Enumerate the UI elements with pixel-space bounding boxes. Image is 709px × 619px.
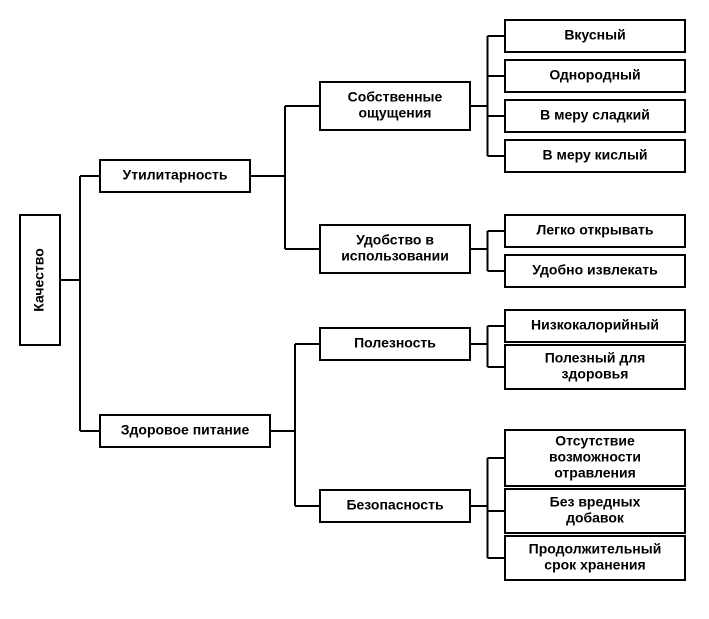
node-label: добавок: [566, 510, 625, 526]
node-label: В меру кислый: [542, 147, 647, 163]
node-label: Полезный для: [545, 350, 646, 366]
node-label: Вкусный: [564, 27, 625, 43]
node-label: Продолжительный: [529, 541, 662, 557]
node-label: Однородный: [549, 67, 640, 83]
node-n_safety: Безопасность: [320, 490, 470, 522]
node-label: Здоровое питание: [121, 422, 250, 438]
node-root: Качество: [20, 215, 60, 345]
node-l_open: Легко открывать: [505, 215, 685, 247]
node-l_additive: Без вредныхдобавок: [505, 489, 685, 533]
node-n_feel: Собственныеощущения: [320, 82, 470, 130]
node-label: Низкокалорийный: [531, 317, 659, 333]
node-n_usab: Удобство виспользовании: [320, 225, 470, 273]
nodes-layer: Качество Утилитарность Здоровое питание Соб…: [20, 20, 685, 580]
node-label: Легко открывать: [537, 222, 654, 238]
node-label: Утилитарность: [123, 167, 228, 183]
node-label: Полезность: [354, 335, 436, 351]
node-label: здоровья: [562, 366, 629, 382]
node-l_homog: Однородный: [505, 60, 685, 92]
node-label: Собственные: [348, 89, 443, 105]
node-label: Без вредных: [550, 494, 641, 510]
node-label: Безопасность: [346, 497, 444, 513]
node-label: отравления: [554, 465, 636, 481]
node-label: Отсутствие: [555, 433, 635, 449]
node-l_shelf: Продолжительныйсрок хранения: [505, 536, 685, 580]
node-l_tasty: Вкусный: [505, 20, 685, 52]
node-n_useful: Полезность: [320, 328, 470, 360]
node-l_lowcal: Низкокалорийный: [505, 310, 685, 342]
node-label: использовании: [341, 248, 449, 264]
node-l_extract: Удобно извлекать: [505, 255, 685, 287]
node-n_health: Здоровое питание: [100, 415, 270, 447]
node-n_util: Утилитарность: [100, 160, 250, 192]
node-l_poison: Отсутствиевозможностиотравления: [505, 430, 685, 486]
node-label: Удобство в: [356, 232, 434, 248]
node-label: срок хранения: [544, 557, 645, 573]
tree-diagram: Качество Утилитарность Здоровое питание Соб…: [0, 0, 709, 619]
node-l_sour: В меру кислый: [505, 140, 685, 172]
node-label: Качество: [31, 248, 47, 312]
node-l_sweet: В меру сладкий: [505, 100, 685, 132]
node-label: В меру сладкий: [540, 107, 650, 123]
node-label: Удобно извлекать: [532, 262, 658, 278]
node-label: возможности: [549, 449, 641, 465]
node-label: ощущения: [359, 105, 432, 121]
node-l_good: Полезный дляздоровья: [505, 345, 685, 389]
